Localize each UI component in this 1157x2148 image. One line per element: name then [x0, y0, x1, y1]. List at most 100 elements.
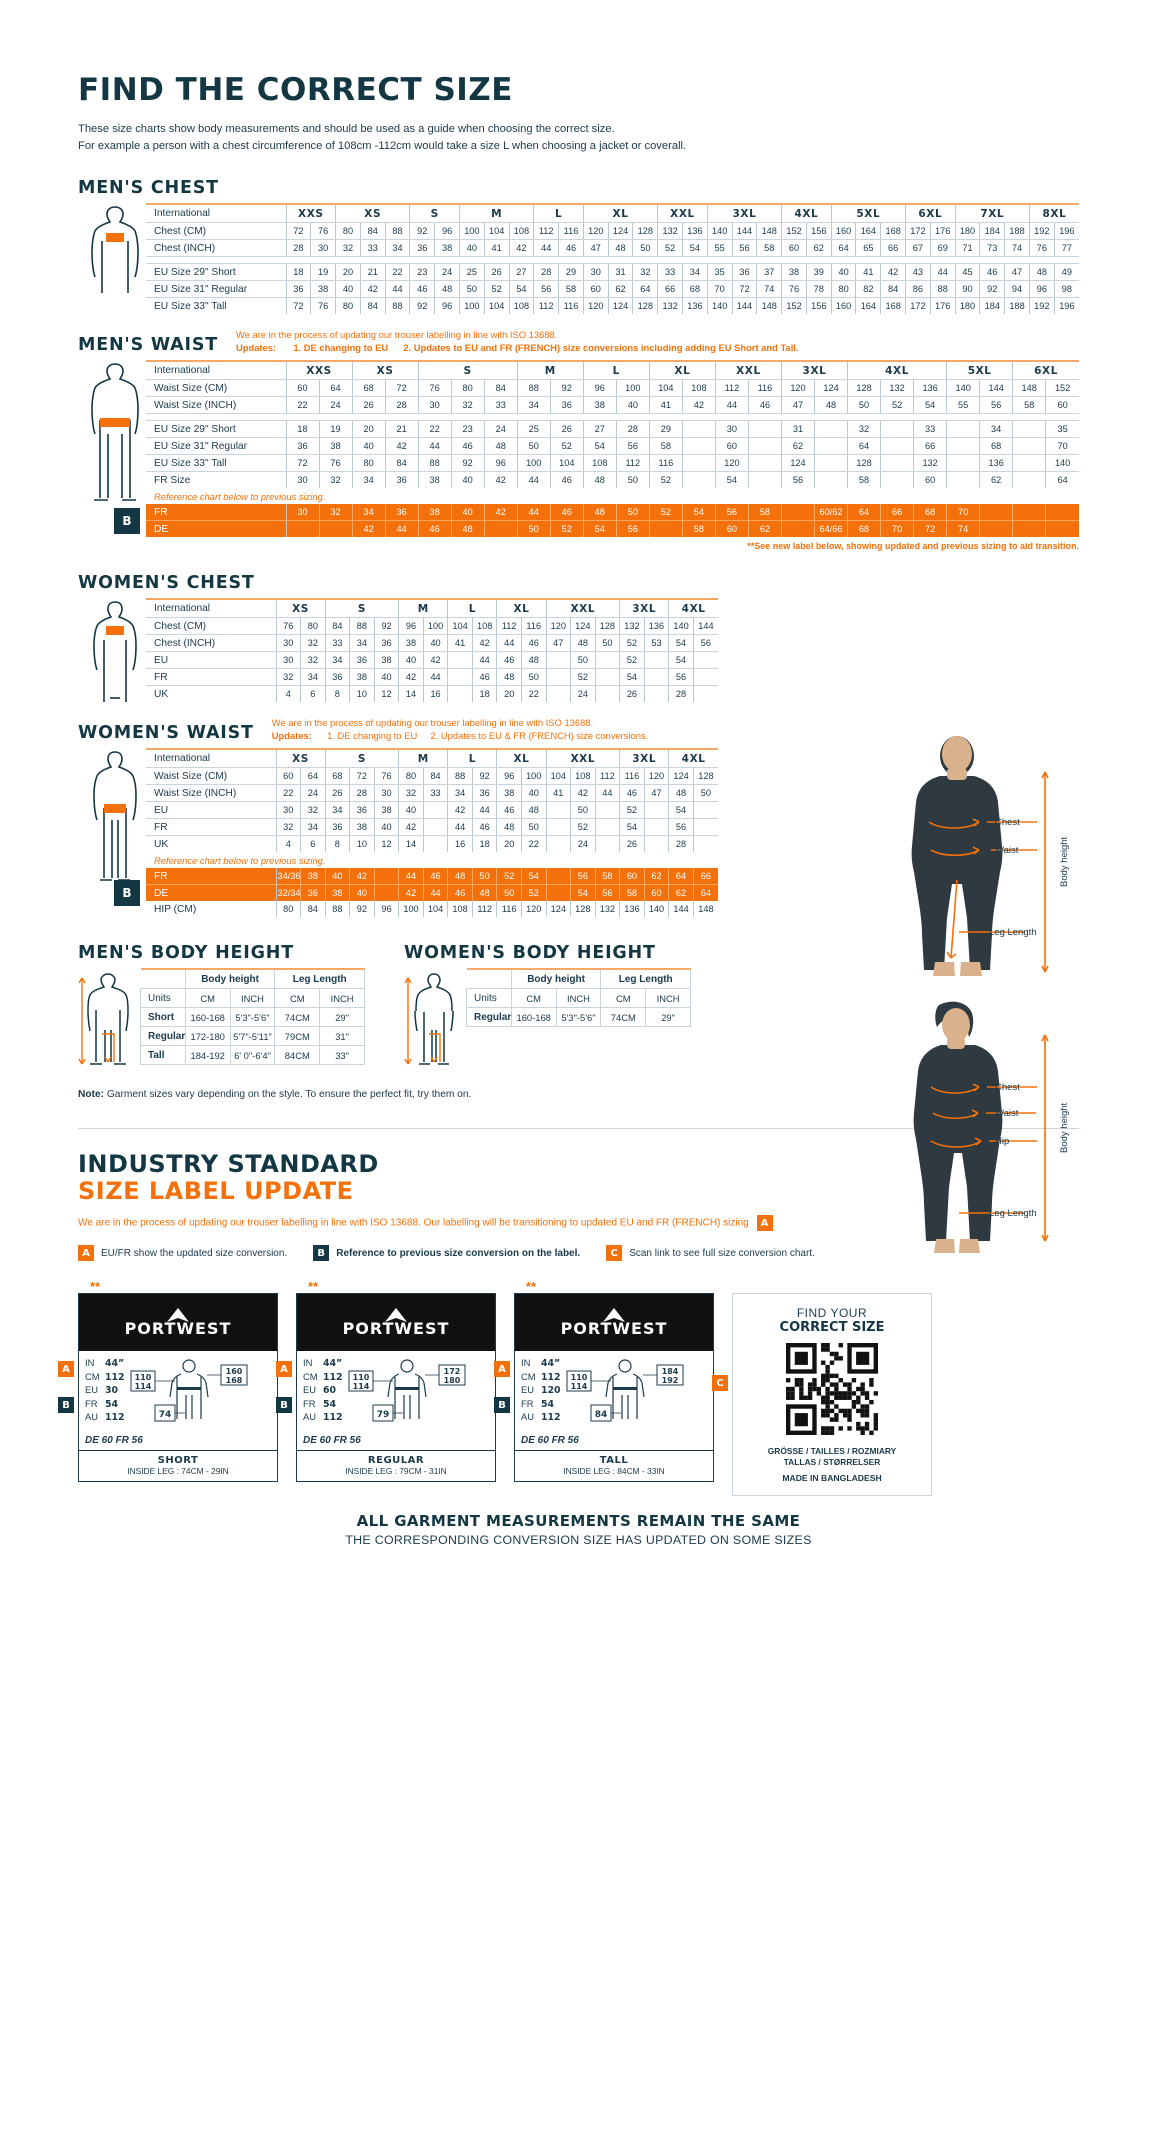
female-waist-label: Waist [995, 1108, 1019, 1119]
label-tag-b-2: B [276, 1397, 292, 1413]
cell: 188 [1004, 297, 1030, 314]
mens-bh-group-header: Body height Leg Length [140, 968, 365, 989]
female-model-card: Chest Waist Hip Leg Length Body height [839, 1001, 1079, 1266]
cell: 10 [349, 835, 375, 852]
qr-code-icon[interactable] [786, 1343, 878, 1435]
label-star-3: ** [526, 1279, 537, 1294]
cell: 55 [707, 239, 733, 257]
label-code-eu: EU 30 [85, 1384, 125, 1398]
womens-bh-row: Regular 160-168 5'3"-5'6" 74CM 29" [466, 1007, 691, 1027]
cell: 46 [619, 784, 645, 802]
size-header: 8XL [1029, 203, 1079, 223]
intro-text: These size charts show body measurements… [78, 121, 1079, 154]
cell: 64 [847, 504, 882, 521]
cell: 27 [509, 263, 535, 281]
cell: 80 [335, 222, 361, 240]
cell: 112 [533, 222, 560, 240]
svg-text:172: 172 [443, 1367, 460, 1376]
cell: 42 [447, 801, 473, 819]
cell: 20 [335, 263, 361, 281]
cell: 64 [831, 239, 857, 257]
cell: 54 [583, 520, 617, 537]
label-inside-leg-1: INSIDE LEG : 74CM - 29IN [127, 1466, 229, 1476]
cell: 19 [319, 420, 353, 438]
svg-text:110: 110 [570, 1373, 587, 1382]
cell: 46 [451, 437, 485, 455]
cell: 38 [583, 396, 617, 414]
cell: 62 [781, 437, 816, 455]
cell: 50 [570, 801, 596, 819]
cell: 156 [806, 297, 832, 314]
cell: 148 [756, 297, 783, 314]
size-header: XS [276, 748, 326, 768]
womens-legacy-de-row: DE 32/34 36 38 40 42 44 46 48 50 52 54 56 58 60 62 64 [146, 884, 718, 901]
cell: 77 [1054, 239, 1079, 257]
label-code-cm: CM 112 [85, 1371, 125, 1385]
cell: 48 [496, 668, 522, 686]
womens-waist-update-line1: We are in the process of updating our tr… [271, 717, 594, 728]
mens-chest-eu-regular-row: EU Size 31" Regular 36 38 40 42 44 46 48 50 52 54 5… [146, 280, 1079, 298]
womens-legacy-wrap: B FR 34/36 38 40 42 44 46 48 50 52 54 56 58 60 62 64 66 D… [78, 868, 718, 917]
womens-bh-group-header: Body height Leg Length [466, 968, 691, 989]
cell: 47 [1004, 263, 1030, 281]
size-header: 3XL [781, 360, 849, 380]
cell: 104 [484, 222, 510, 240]
code-key: IN [521, 1357, 531, 1368]
cell [374, 868, 400, 885]
cell: 34 [517, 396, 551, 414]
cell: 23 [409, 263, 436, 281]
male-waist-figure [78, 360, 146, 504]
cell: 20 [352, 420, 386, 438]
bh-corner [140, 968, 186, 989]
cell: 44 [423, 884, 449, 901]
bh-group-header-cell: Body height [184, 968, 276, 989]
cell: 132 [880, 379, 915, 397]
code-value: 44” [541, 1358, 561, 1369]
code-key: FR [521, 1397, 534, 1409]
cell: 36 [349, 651, 375, 669]
cell [447, 668, 473, 686]
cell [682, 437, 716, 455]
bh-cell: 74CM [600, 1007, 647, 1027]
size-header: XS [276, 598, 326, 618]
cell: 44 [418, 437, 452, 455]
cell [946, 471, 981, 488]
bh-cell: 33" [319, 1045, 365, 1065]
cell: 36 [409, 239, 436, 257]
closing-line-1: ALL GARMENT MEASUREMENTS REMAIN THE SAME [356, 1512, 801, 1530]
label-figure-3: 110 114 184 192 84 [565, 1357, 709, 1432]
svg-text:110: 110 [134, 1373, 151, 1382]
mens-waist-ref-note: Reference chart below to previous sizing… [154, 491, 326, 502]
female-hip-label: Hip [995, 1136, 1009, 1147]
cell: 48 [570, 634, 596, 652]
cell: 24 [570, 685, 596, 702]
cell: 112 [616, 454, 650, 472]
size-header: S [409, 203, 460, 223]
cell: 38 [349, 668, 375, 686]
label-tag-c: C [712, 1375, 728, 1391]
cell: 94 [1004, 280, 1030, 298]
mens-chest-title: MEN'S CHEST [78, 178, 219, 198]
cell: 48 [583, 504, 617, 521]
cell: 24 [570, 835, 596, 852]
label-code-fr: FR 54 [521, 1398, 561, 1412]
cell: 33 [484, 396, 518, 414]
size-header: 4XL [668, 748, 718, 768]
cell: 35 [1045, 420, 1079, 438]
cell: 33 [360, 239, 386, 257]
cell [946, 420, 981, 438]
mens-waist-eu-regular-row: EU Size 31" Regular 36 38 40 42 44 46 48 50 52 54 5… [146, 437, 1079, 455]
mens-chest-inch-row: Chest (INCH) 28 30 32 33 34 36 38 40 41 42 44 46 47 48… [146, 239, 1079, 257]
bh-cell: 31" [319, 1026, 365, 1046]
cell: 33 [657, 263, 683, 281]
cell: 44 [496, 634, 522, 652]
cell: 56 [616, 520, 650, 537]
cell: 54 [570, 884, 596, 901]
cell: 66 [693, 868, 718, 885]
bh-sub-header-cell: INCH [555, 988, 602, 1008]
brand-bar-2: PORTWEST [297, 1294, 495, 1351]
cell [546, 651, 572, 669]
cell [748, 454, 782, 472]
label-card-3: ** PORTWEST IN 44” CM 112 EU 120 FR 54 AU 112 110 114… [494, 1279, 714, 1482]
cell: 64 [693, 884, 718, 901]
